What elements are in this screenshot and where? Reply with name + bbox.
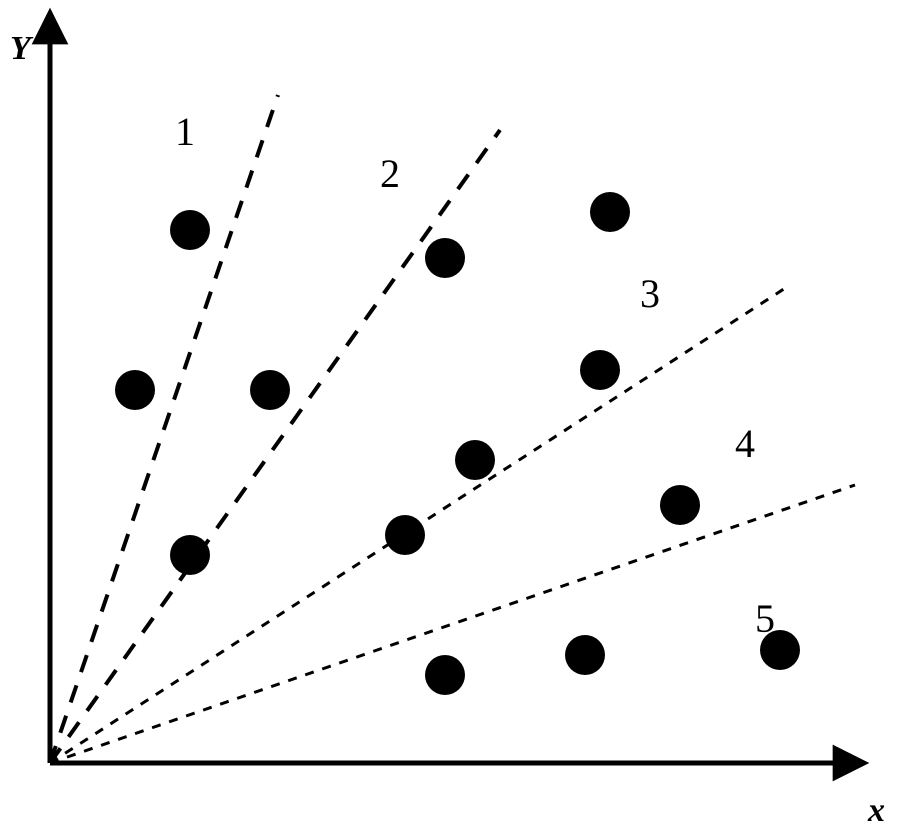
scatter-point-7 bbox=[580, 350, 620, 390]
scatter-point-3 bbox=[250, 370, 290, 410]
x-axis-label: x bbox=[868, 792, 885, 830]
scatter-point-10 bbox=[660, 485, 700, 525]
region-label-4: 4 bbox=[735, 420, 755, 467]
region-label-3: 3 bbox=[640, 270, 660, 317]
scatter-point-9 bbox=[385, 515, 425, 555]
scatter-point-8 bbox=[455, 440, 495, 480]
divider-line-4 bbox=[50, 485, 855, 763]
scatter-diagram bbox=[0, 0, 900, 827]
scatter-point-4 bbox=[170, 535, 210, 575]
scatter-point-1 bbox=[170, 210, 210, 250]
diagram-container: Y x 1 2 3 4 5 bbox=[0, 0, 900, 827]
scatter-point-6 bbox=[590, 192, 630, 232]
region-label-5: 5 bbox=[755, 595, 775, 642]
region-label-2: 2 bbox=[380, 150, 400, 197]
y-axis-label: Y bbox=[10, 30, 31, 68]
scatter-point-5 bbox=[425, 238, 465, 278]
scatter-point-2 bbox=[115, 370, 155, 410]
scatter-point-11 bbox=[425, 655, 465, 695]
scatter-point-12 bbox=[565, 635, 605, 675]
region-label-1: 1 bbox=[175, 108, 195, 155]
divider-line-1 bbox=[50, 95, 278, 763]
